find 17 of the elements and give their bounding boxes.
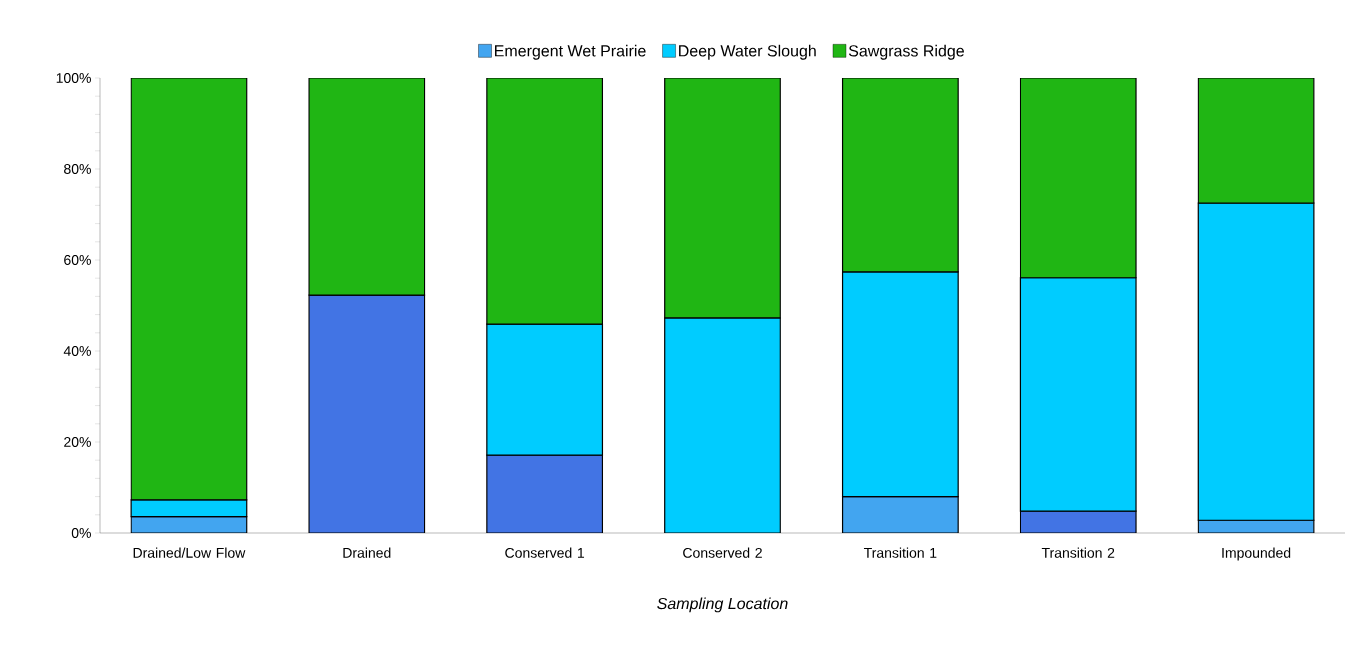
x-tick-label: Transition 2 [1041,547,1115,558]
y-tick-label: 60% [64,255,91,265]
y-tick-label: 100% [56,73,91,83]
x-tick-label: Drained [343,547,391,558]
y-tick-label: 0% [71,528,91,538]
y-tick-label: 20% [64,437,91,447]
legend-label: Emergent Wet Prairie [495,44,646,60]
x-tick-label: Drained/Low Flow [133,547,246,558]
x-tick-label: Conserved 1 [505,547,585,558]
x-tick-label: Conserved 2 [683,547,762,558]
x-tick-label: Impounded [1222,547,1291,561]
x-tick-label: Transition 1 [863,547,937,558]
y-tick-label: 80% [64,164,91,174]
x-axis-title: Sampling Location [657,597,788,613]
legend-label: Deep Water Slough [679,44,816,60]
y-tick-label: 40% [63,346,91,356]
legend-label: Sawgrass Ridge [848,44,964,60]
